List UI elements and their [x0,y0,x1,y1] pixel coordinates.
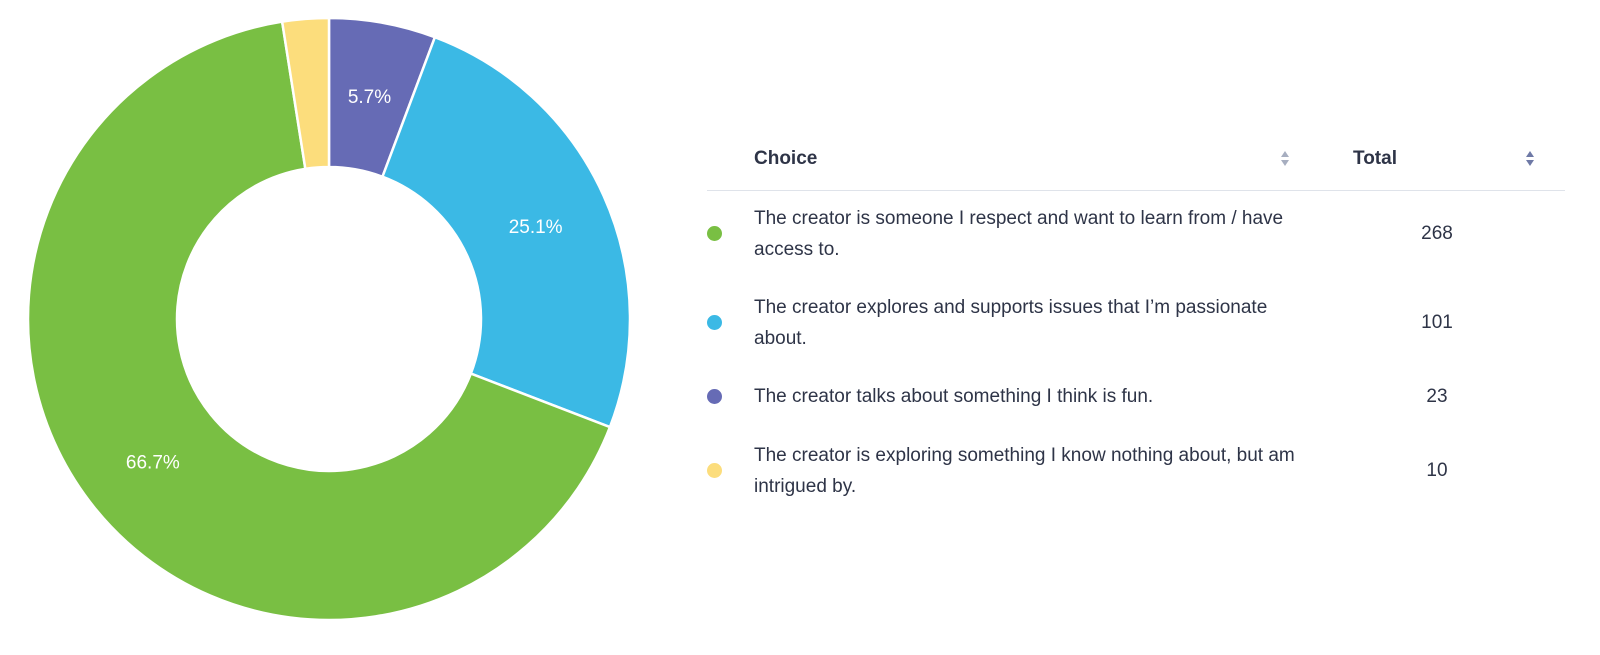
pie-slice[interactable] [26,20,612,622]
slice-label: 5.7% [348,87,391,108]
legend-dot [707,315,722,330]
choice-label: The creator talks about something I thin… [754,386,1154,407]
choice-label: The creator is exploring something I kno… [754,445,1295,497]
total-value: 10 [1426,460,1448,481]
choice-table: Choice Total The creator is someone I re… [707,130,1565,497]
pie-slice[interactable] [280,16,331,171]
legend-dot [707,463,722,478]
slice-label: 25.1% [509,217,563,238]
choice-label: The creator is someone I respect and wan… [754,208,1284,260]
legend-dot [707,389,722,404]
table-row: The creator explores and supports issues… [707,292,1565,354]
sort-icon[interactable] [1280,150,1290,168]
total-value: 268 [1421,223,1453,244]
choice-label: The creator explores and supports issues… [754,297,1268,349]
total-value: 101 [1421,312,1453,333]
column-header-choice: Choice [754,148,818,169]
table-row: The creator is exploring something I kno… [707,440,1565,502]
table-header: Choice Total [707,130,1565,191]
column-header-total: Total [1353,148,1397,169]
table-row: The creator is someone I respect and wan… [707,203,1565,265]
total-value: 23 [1426,386,1448,407]
pie-slice[interactable] [380,35,632,429]
slice-label: 66.7% [126,452,180,473]
legend-dot [707,226,722,241]
sort-icon[interactable] [1525,150,1535,168]
table-row: The creator talks about something I thin… [707,381,1565,412]
donut-chart: 5.7% 25.1% 66.7% [26,16,632,622]
